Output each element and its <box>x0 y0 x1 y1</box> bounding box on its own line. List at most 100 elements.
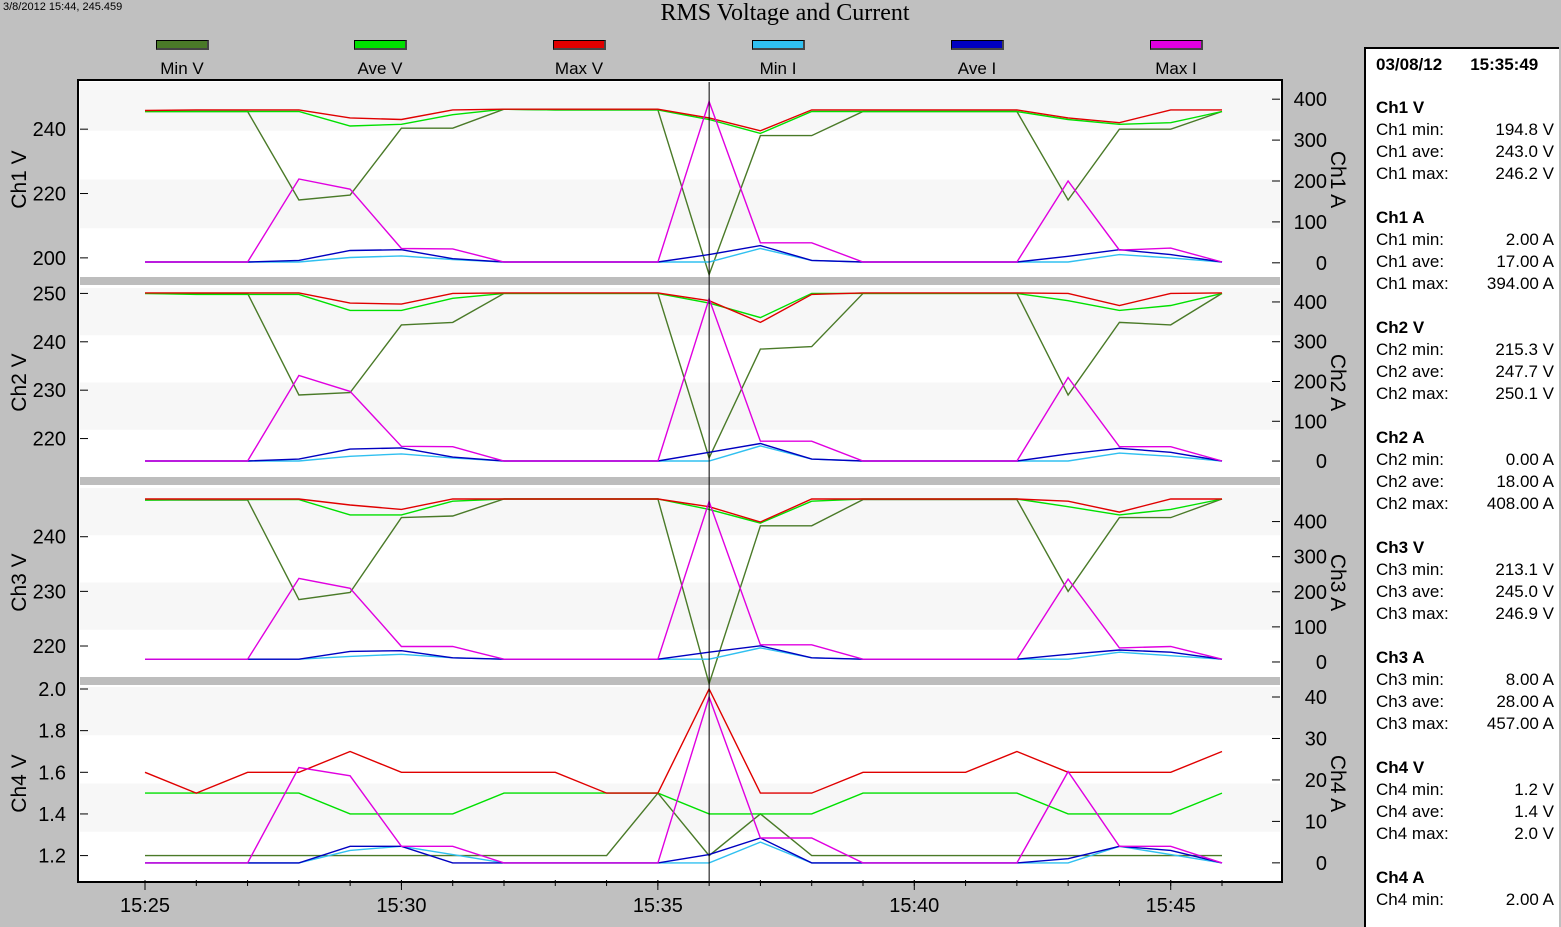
legend-item-ave-v[interactable]: Ave V <box>325 40 435 79</box>
series-line-max-v <box>145 292 1223 324</box>
summary-row-value: 8.00 A <box>1505 670 1554 689</box>
legend-item-max-i[interactable]: Max I <box>1121 40 1231 79</box>
summary-row-label: Ch1 min: <box>1376 120 1445 139</box>
summary-row: Ch1 min: 2.00 A <box>1376 229 1554 251</box>
summary-row-label: Ch1 ave: <box>1376 142 1445 161</box>
legend-item-ave-i[interactable]: Ave I <box>922 40 1032 79</box>
y2-tick-label: 100 <box>1294 617 1327 639</box>
y-tick-label: 220 <box>33 636 66 658</box>
y2-tick-label: 300 <box>1294 547 1327 569</box>
panel-band <box>80 179 1280 229</box>
summary-row-value: 246.9 V <box>1495 604 1554 623</box>
series-line-max-i <box>145 296 1223 462</box>
summary-group-title: Ch4 A <box>1376 868 1425 887</box>
series-line-ave-i <box>145 837 1223 864</box>
y-tick-label: 220 <box>33 429 66 451</box>
legend-label: Ave I <box>957 59 997 78</box>
summary-row: Ch2 max: 250.1 V <box>1376 383 1554 405</box>
series-line-ave-i <box>145 645 1223 660</box>
y-tick-label: 2.0 <box>38 679 66 701</box>
panel-separator <box>80 477 1280 485</box>
summary-row: Ch4 min: 2.00 A <box>1376 889 1554 911</box>
summary-row: Ch2 ave: 18.00 A <box>1376 471 1554 493</box>
y2-tick-label: 10 <box>1305 811 1327 833</box>
y2-tick-label: 0 <box>1316 451 1327 473</box>
legend-label: Min V <box>160 59 204 78</box>
summary-row: Ch1 ave: 17.00 A <box>1376 251 1554 273</box>
series-line-min-i <box>145 647 1223 660</box>
chart-title: RMS Voltage and Current <box>660 0 910 26</box>
legend-item-min-v[interactable]: Min V <box>127 40 237 79</box>
series-line-min-i <box>145 445 1223 462</box>
y-axis-label: Ch3 V <box>8 553 31 611</box>
legend-item-min-i[interactable]: Min I <box>723 40 833 79</box>
panel-4: 1.2 1.4 1.6 1.8 2.0 0 10 20 30 40 Ch4 V Ch4 A <box>8 679 1349 880</box>
summary-row-label: Ch2 min: <box>1376 340 1445 359</box>
y2-tick-label: 20 <box>1305 770 1327 792</box>
series-line-max-i <box>145 694 1223 864</box>
legend-swatch <box>950 40 1004 50</box>
y-tick-label: 1.6 <box>38 762 66 784</box>
summary-row-value: 394.00 A <box>1486 274 1554 293</box>
y-tick-label: 240 <box>33 332 66 354</box>
x-tick-label: 15:35 <box>633 895 683 917</box>
legend-item-max-v[interactable]: Max V <box>524 40 634 79</box>
series-line-min-i <box>145 247 1223 263</box>
panel-2: 220 230 240 250 0 100 200 300 400 Ch2 V Ch2 A <box>8 283 1349 485</box>
summary-row-label: Ch3 min: <box>1376 560 1445 579</box>
panel-separator <box>80 277 1280 285</box>
summary-row: Ch2 ave: 247.7 V <box>1376 361 1554 383</box>
summary-group-title: Ch3 V <box>1376 538 1425 557</box>
y-tick-label: 240 <box>33 119 66 141</box>
y2-tick-label: 200 <box>1294 372 1327 394</box>
legend-label: Max I <box>1155 59 1197 78</box>
summary-row-value: 408.00 A <box>1486 494 1554 513</box>
x-tick-label: 15:25 <box>120 895 170 917</box>
y2-tick-label: 0 <box>1316 853 1327 875</box>
series-line-ave-i <box>145 244 1223 263</box>
summary-row: Ch1 min: 194.8 V <box>1376 119 1554 141</box>
summary-row-value: 213.1 V <box>1495 560 1554 579</box>
y2-tick-label: 30 <box>1305 728 1327 750</box>
y-tick-label: 1.2 <box>38 846 66 868</box>
y-tick-label: 220 <box>33 184 66 206</box>
y2-tick-label: 0 <box>1316 253 1327 275</box>
summary-date: 03/08/12 <box>1376 55 1443 74</box>
summary-group: Ch2 V Ch2 min: 215.3 V Ch2 ave: 247.7 V Ch2 m… <box>1376 317 1554 405</box>
y2-tick-label: 0 <box>1316 652 1327 674</box>
summary-group-title: Ch4 V <box>1376 758 1425 777</box>
summary-row-label: Ch2 min: <box>1376 450 1445 469</box>
y2-axis-label: Ch2 A <box>1326 354 1349 411</box>
y2-tick-label: 300 <box>1294 130 1327 152</box>
y2-tick-label: 400 <box>1294 512 1327 534</box>
summary-row-value: 245.0 V <box>1495 582 1554 601</box>
summary-group: Ch3 A Ch3 min: 8.00 A Ch3 ave: 28.00 A Ch3 ma… <box>1376 647 1554 735</box>
summary-row: Ch3 ave: 245.0 V <box>1376 581 1554 603</box>
y2-tick-label: 300 <box>1294 332 1327 354</box>
summary-row: Ch3 max: 246.9 V <box>1376 603 1554 625</box>
summary-row-label: Ch2 ave: <box>1376 362 1445 381</box>
summary-row-label: Ch4 ave: <box>1376 802 1445 821</box>
summary-row-value: 2.00 A <box>1505 890 1554 909</box>
summary-row-value: 17.00 A <box>1496 252 1554 271</box>
summary-row-label: Ch3 max: <box>1376 604 1449 623</box>
summary-row: Ch3 min: 213.1 V <box>1376 559 1554 581</box>
y2-tick-label: 100 <box>1294 411 1327 433</box>
series-line-min-v <box>145 498 1223 687</box>
summary-row: Ch3 max: 457.00 A <box>1376 713 1554 735</box>
panel-band <box>80 687 1280 736</box>
summary-panel: 03/08/12 15:35:49 Ch1 V Ch1 min: 194.8 V Ch1… <box>1364 47 1559 927</box>
summary-row-value: 2.0 V <box>1514 824 1554 843</box>
summary-row: Ch1 ave: 243.0 V <box>1376 141 1554 163</box>
summary-row-value: 18.00 A <box>1496 472 1554 491</box>
series-line-max-v <box>144 108 1222 132</box>
summary-row-value: 246.2 V <box>1495 164 1554 183</box>
summary-row-label: Ch3 max: <box>1376 714 1449 733</box>
summary-row-label: Ch4 max: <box>1376 824 1449 843</box>
summary-group-title: Ch1 V <box>1376 98 1425 117</box>
y2-tick-label: 400 <box>1294 292 1327 314</box>
summary-row: Ch4 ave: 1.4 V <box>1376 801 1554 823</box>
summary-row-value: 215.3 V <box>1495 340 1554 359</box>
summary-group: Ch2 A Ch2 min: 0.00 A Ch2 ave: 18.00 A Ch2 ma… <box>1376 427 1554 515</box>
